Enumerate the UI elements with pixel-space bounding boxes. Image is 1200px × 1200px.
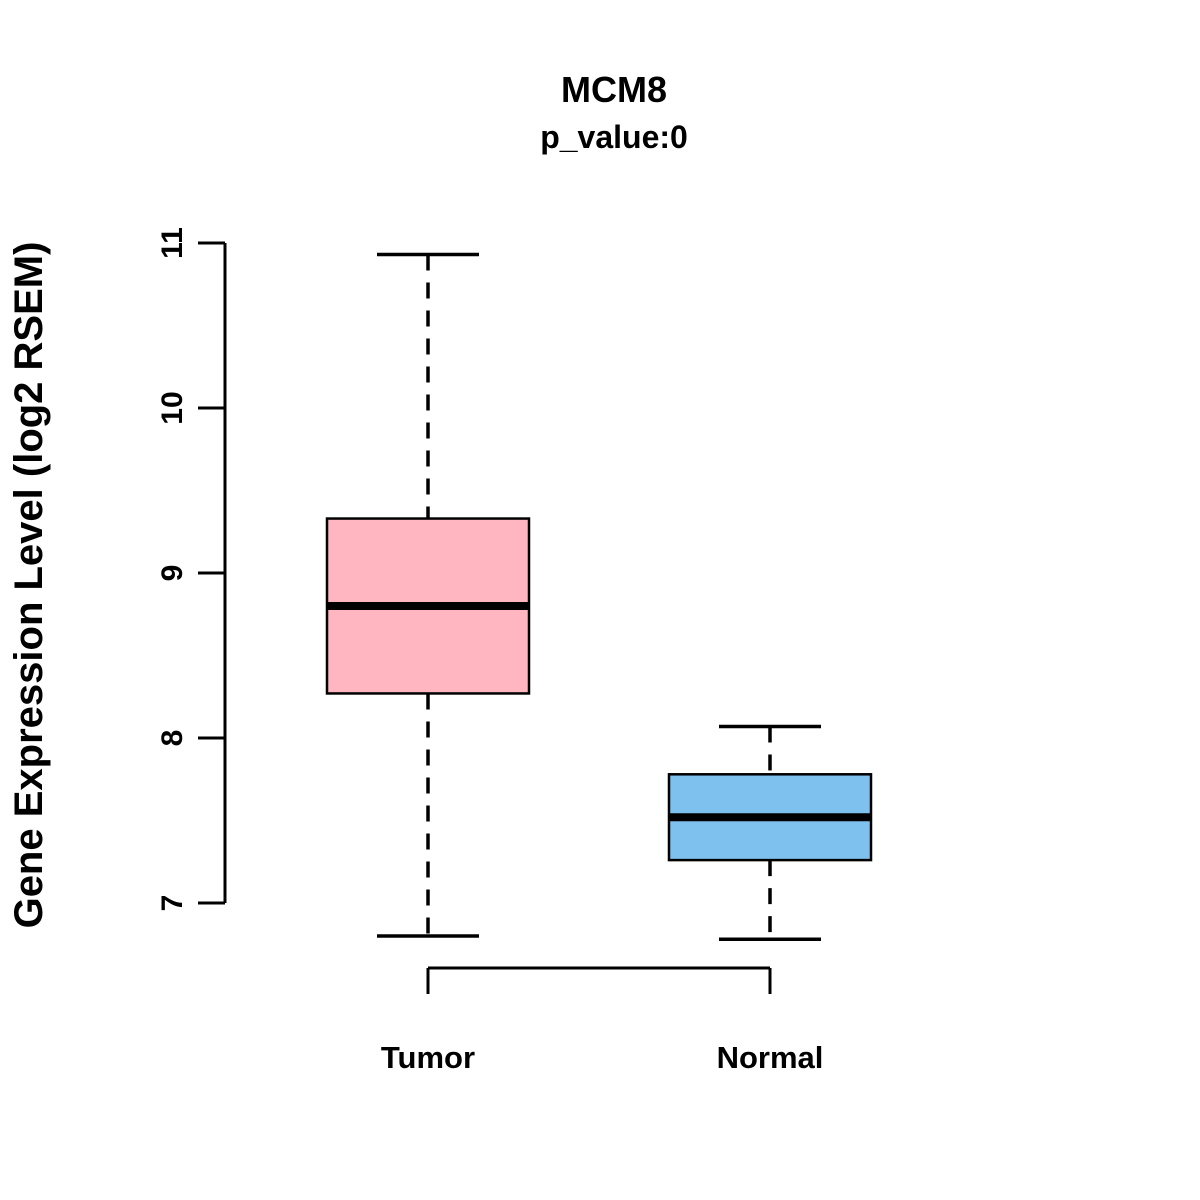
chart-title: MCM8 [561, 69, 667, 110]
y-tick-label: 9 [156, 565, 189, 582]
x-tick-label-tumor: Tumor [381, 1040, 475, 1075]
y-tick-label: 8 [156, 730, 189, 747]
y-axis-label: Gene Expression Level (log2 RSEM) [7, 242, 51, 929]
chart-subtitle: p_value:0 [540, 119, 688, 155]
plot-elements: 7 8 9 10 11 [156, 227, 873, 994]
y-tick-label: 11 [156, 227, 189, 259]
x-tick-label-normal: Normal [717, 1040, 824, 1075]
y-tick-label: 7 [156, 895, 189, 912]
y-tick-label: 10 [156, 391, 189, 424]
